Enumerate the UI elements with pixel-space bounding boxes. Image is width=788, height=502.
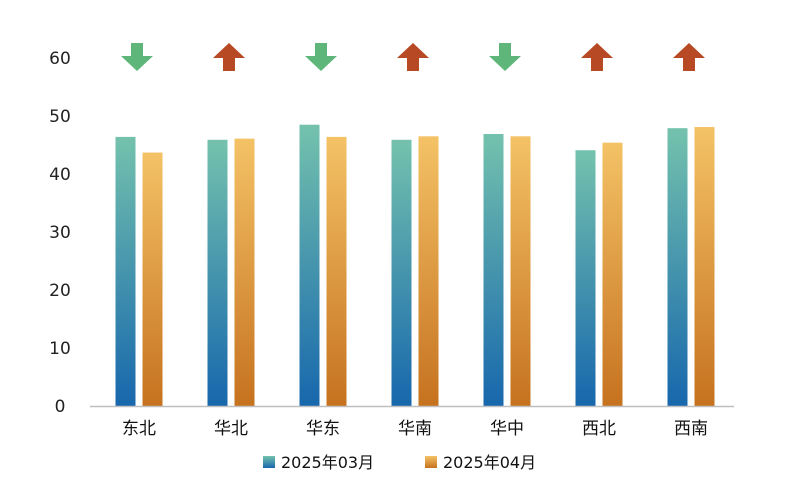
bar-series-1[interactable] [667, 128, 688, 406]
x-category-label: 东北 [122, 419, 156, 439]
legend-label-series-1: 2025年03月 [281, 453, 374, 472]
x-category-label: 华南 [398, 419, 432, 439]
arrow-up-icon [213, 43, 245, 71]
legend-item-series-2[interactable]: 2025年04月 [425, 453, 536, 472]
bars-group [115, 124, 715, 407]
bar-series-2[interactable] [326, 136, 347, 406]
bar-series-1[interactable] [391, 139, 412, 406]
y-tick-label: 10 [49, 339, 71, 359]
trend-arrows-group [121, 43, 705, 71]
bar-series-1[interactable] [575, 150, 596, 406]
legend-swatch-series-2 [425, 456, 437, 468]
legend-label-series-2: 2025年04月 [443, 453, 536, 472]
x-category-label: 华东 [306, 419, 340, 439]
y-tick-label: 50 [49, 107, 71, 127]
bar-series-1[interactable] [115, 136, 136, 406]
y-tick-label: 20 [49, 281, 71, 301]
x-category-label: 华中 [490, 419, 524, 439]
bar-series-2[interactable] [510, 136, 531, 407]
bar-series-2[interactable] [694, 127, 715, 407]
y-tick-label: 60 [49, 49, 71, 69]
bar-series-1[interactable] [483, 133, 504, 407]
legend-item-series-1[interactable]: 2025年03月 [263, 453, 374, 472]
x-category-label: 西北 [582, 419, 616, 439]
legend-swatch-series-1 [263, 456, 275, 468]
y-tick-label: 0 [55, 397, 66, 417]
arrow-up-icon [673, 43, 705, 71]
bar-series-2[interactable] [602, 142, 623, 406]
arrow-up-icon [397, 43, 429, 71]
bar-series-1[interactable] [207, 139, 228, 406]
x-category-label: 华北 [214, 419, 248, 439]
y-tick-label: 30 [49, 223, 71, 243]
arrow-down-icon [305, 43, 337, 71]
bar-series-2[interactable] [418, 136, 439, 407]
arrow-down-icon [489, 43, 521, 71]
bar-series-1[interactable] [299, 124, 320, 406]
y-axis-ticks: 0 10 20 30 40 50 60 [49, 49, 71, 417]
x-category-label: 西南 [674, 419, 708, 439]
bar-series-2[interactable] [234, 138, 255, 406]
arrow-up-icon [581, 43, 613, 71]
bar-series-2[interactable] [142, 152, 163, 406]
x-axis-labels: 东北 华北 华东 华南 华中 西北 西南 [122, 419, 708, 439]
arrow-down-icon [121, 43, 153, 71]
legend: 2025年03月 2025年04月 [263, 453, 536, 472]
y-tick-label: 40 [49, 165, 71, 185]
